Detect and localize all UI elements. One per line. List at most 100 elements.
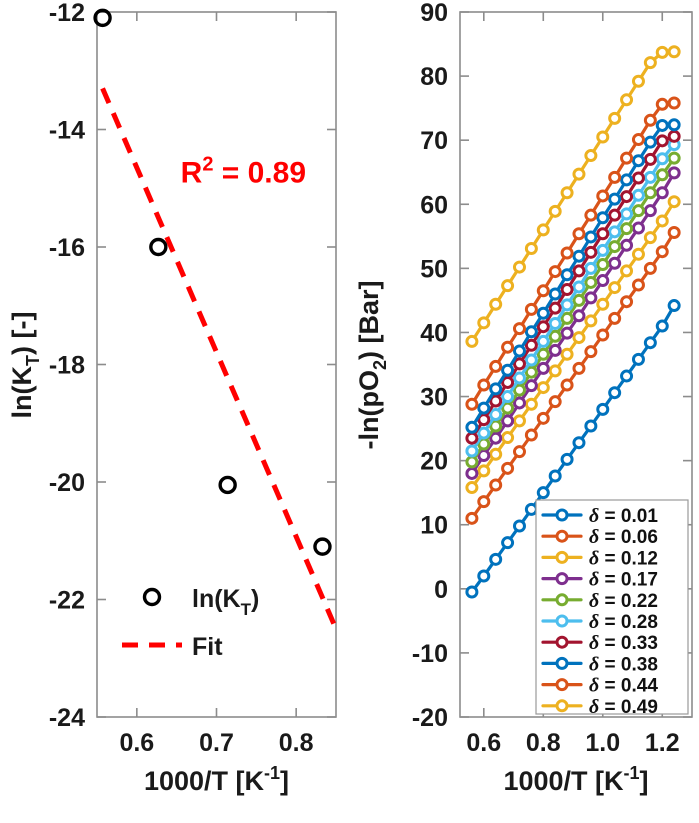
curve-series bbox=[465, 225, 681, 525]
series-marker bbox=[572, 249, 586, 263]
legend-marker-icon bbox=[555, 572, 569, 586]
legend-value-text: = 0.28 bbox=[599, 612, 658, 633]
left-fit-line bbox=[100, 87, 339, 630]
series-marker bbox=[620, 238, 634, 252]
series-marker bbox=[477, 378, 491, 392]
series-marker bbox=[596, 297, 610, 311]
series-marker bbox=[536, 486, 550, 500]
series-marker bbox=[655, 214, 669, 228]
left-y-ticklabel: -14 bbox=[49, 117, 85, 145]
series-marker bbox=[667, 151, 681, 165]
left-x-axis-label-sup: -1 bbox=[264, 763, 280, 783]
legend-delta-symbol: δ = 0.22 bbox=[589, 590, 658, 612]
curve-series bbox=[465, 299, 681, 599]
series-marker bbox=[667, 299, 681, 313]
series-marker bbox=[560, 246, 574, 260]
series-marker bbox=[655, 134, 669, 148]
series-marker bbox=[501, 536, 515, 550]
left-legend-label-close: ) bbox=[251, 585, 259, 613]
series-marker bbox=[608, 225, 622, 239]
series-marker bbox=[584, 419, 598, 433]
left-data-points bbox=[93, 8, 332, 556]
series-marker bbox=[608, 256, 622, 270]
legend-item[interactable]: δ = 0.17 bbox=[541, 569, 658, 591]
series-marker bbox=[608, 170, 622, 184]
series-marker bbox=[643, 204, 657, 218]
left-y-ticklabel: -18 bbox=[49, 352, 85, 380]
series-marker bbox=[512, 260, 526, 274]
series-marker bbox=[620, 295, 634, 309]
legend-value-text: = 0.17 bbox=[599, 570, 658, 591]
series-marker bbox=[524, 242, 538, 255]
curve-series bbox=[465, 45, 681, 348]
series-marker bbox=[560, 326, 574, 340]
legend-item[interactable]: δ = 0.44 bbox=[541, 675, 658, 697]
legend-value-text: = 0.01 bbox=[599, 506, 658, 527]
legend-value-text: = 0.38 bbox=[599, 654, 658, 675]
series-marker bbox=[477, 495, 491, 509]
curve-series bbox=[465, 96, 681, 411]
legend-item[interactable]: δ = 0.06 bbox=[541, 526, 658, 548]
series-marker bbox=[501, 461, 515, 475]
series-marker bbox=[643, 113, 657, 127]
series-marker bbox=[560, 283, 574, 297]
series-marker bbox=[465, 444, 479, 458]
series-marker bbox=[631, 188, 645, 202]
series-marker bbox=[572, 167, 586, 181]
series-marker bbox=[501, 414, 515, 428]
right-y-ticks: -20 -10 0 10 20 30 40 50 60 70 80 90 bbox=[412, 0, 692, 732]
series-marker bbox=[631, 171, 645, 185]
series-marker bbox=[620, 93, 634, 107]
left-y-ticklabel: -12 bbox=[49, 0, 85, 27]
legend-item[interactable]: δ = 0.38 bbox=[541, 653, 658, 675]
series-marker bbox=[584, 245, 598, 259]
series-marker bbox=[524, 325, 538, 339]
series-marker bbox=[631, 74, 645, 88]
legend-item[interactable]: δ = 0.28 bbox=[541, 611, 658, 633]
legend-item[interactable]: δ = 0.49 bbox=[541, 696, 658, 718]
left-y-axis-label-tail: ) [-] bbox=[7, 312, 37, 355]
series-marker bbox=[584, 345, 598, 359]
legend-item[interactable]: δ = 0.01 bbox=[541, 505, 658, 527]
series-marker bbox=[536, 347, 550, 361]
series-marker bbox=[643, 135, 657, 149]
series-marker bbox=[489, 382, 503, 396]
series-marker bbox=[608, 111, 622, 125]
series-marker bbox=[512, 383, 526, 397]
series-marker bbox=[560, 186, 574, 200]
legend-item[interactable]: δ = 0.22 bbox=[541, 590, 658, 612]
series-marker bbox=[512, 519, 526, 533]
legend-delta-symbol: δ = 0.06 bbox=[589, 526, 658, 548]
legend-delta-symbol: δ = 0.28 bbox=[589, 611, 658, 633]
series-marker bbox=[608, 281, 622, 295]
legend-value-text: = 0.22 bbox=[599, 591, 658, 612]
series-marker bbox=[477, 401, 491, 415]
left-data-marker bbox=[149, 237, 168, 257]
series-marker bbox=[548, 287, 562, 301]
left-legend-marker-icon bbox=[142, 587, 162, 607]
series-marker bbox=[572, 309, 586, 323]
series-marker bbox=[489, 394, 503, 408]
r2-prefix: R2 = 0.89 bbox=[181, 153, 306, 189]
series-marker bbox=[655, 245, 669, 259]
left-data-marker bbox=[93, 8, 112, 28]
series-marker bbox=[572, 264, 586, 278]
series-marker bbox=[548, 204, 562, 218]
r2-exponent: 2 bbox=[202, 153, 213, 175]
legend-item[interactable]: δ = 0.12 bbox=[541, 547, 658, 569]
series-marker bbox=[572, 361, 586, 375]
series-marker bbox=[501, 431, 515, 445]
right-x-ticklabel: 0.6 bbox=[466, 729, 501, 757]
series-marker bbox=[620, 369, 634, 383]
left-legend-label-sub: T bbox=[241, 600, 252, 619]
legend-item[interactable]: δ = 0.33 bbox=[541, 632, 658, 654]
left-x-ticklabel: 0.7 bbox=[199, 729, 234, 757]
series-marker bbox=[548, 364, 562, 378]
series-marker bbox=[524, 365, 538, 379]
left-y-ticklabel: -16 bbox=[49, 234, 85, 262]
series-marker bbox=[489, 407, 503, 421]
series-marker bbox=[643, 231, 657, 245]
series-marker bbox=[560, 268, 574, 282]
legend-marker-icon bbox=[555, 593, 569, 607]
series-marker bbox=[596, 243, 610, 257]
